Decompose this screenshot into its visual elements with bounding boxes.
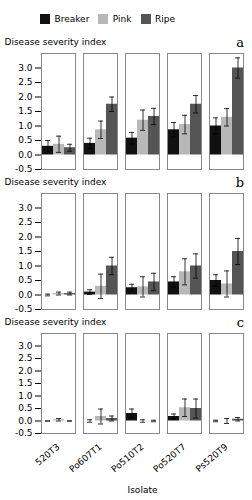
svg-text:Po607T1: Po607T1 bbox=[67, 442, 103, 475]
svg-text:Isolate: Isolate bbox=[128, 485, 158, 495]
html-text:b: b bbox=[235, 175, 244, 190]
svg-text:Po510T2: Po510T2 bbox=[109, 442, 145, 475]
svg-text:0.0: 0.0 bbox=[18, 150, 33, 160]
svg-text:2.5: 2.5 bbox=[18, 77, 32, 87]
svg-text:Disease severity index: Disease severity index bbox=[5, 177, 108, 187]
svg-text:0.5: 0.5 bbox=[18, 135, 32, 145]
svg-text:3.0: 3.0 bbox=[18, 341, 33, 351]
html-text:a: a bbox=[236, 35, 244, 50]
svg-text:0.5: 0.5 bbox=[18, 403, 32, 413]
svg-text:2.0: 2.0 bbox=[18, 232, 33, 242]
svg-text:Disease severity index: Disease severity index bbox=[5, 317, 108, 327]
html-text:Pink: Pink bbox=[112, 13, 132, 24]
html-text:Breaker: Breaker bbox=[54, 13, 90, 24]
svg-text:1.5: 1.5 bbox=[18, 246, 32, 256]
svg-text:2.0: 2.0 bbox=[18, 92, 33, 102]
svg-text:3.0: 3.0 bbox=[18, 63, 33, 73]
svg-text:3.0: 3.0 bbox=[18, 203, 33, 213]
svg-text:0.5: 0.5 bbox=[18, 275, 32, 285]
svg-text:2.5: 2.5 bbox=[18, 217, 32, 227]
svg-text:1.5: 1.5 bbox=[18, 106, 32, 116]
svg-text:Disease severity index: Disease severity index bbox=[5, 37, 108, 47]
svg-text:2.0: 2.0 bbox=[18, 366, 33, 376]
svg-text:-0.5: -0.5 bbox=[15, 304, 33, 314]
svg-text:1.0: 1.0 bbox=[18, 121, 33, 131]
svg-text:520T3: 520T3 bbox=[33, 442, 61, 468]
svg-text:-0.5: -0.5 bbox=[15, 164, 33, 174]
html-text:Ripe: Ripe bbox=[155, 13, 175, 24]
svg-text:1.5: 1.5 bbox=[18, 378, 32, 388]
svg-text:Ps520T9: Ps520T9 bbox=[194, 441, 230, 473]
html-text:c: c bbox=[236, 315, 244, 330]
svg-text:Po520T7: Po520T7 bbox=[151, 442, 187, 475]
svg-text:-0.5: -0.5 bbox=[15, 428, 33, 438]
svg-text:0.0: 0.0 bbox=[18, 416, 33, 426]
svg-text:2.5: 2.5 bbox=[18, 353, 32, 363]
svg-text:1.0: 1.0 bbox=[18, 261, 33, 271]
svg-text:0.0: 0.0 bbox=[18, 290, 33, 300]
svg-text:1.0: 1.0 bbox=[18, 391, 33, 401]
